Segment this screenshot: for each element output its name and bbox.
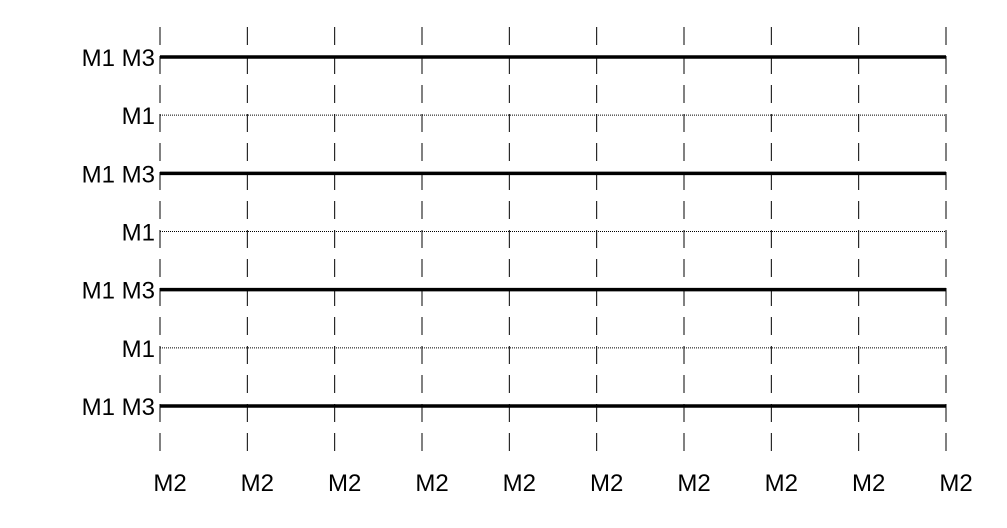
- row-label-1: M1 M3: [82, 45, 155, 72]
- column-label-1: M2: [153, 470, 186, 497]
- row-label-group: M1 M3 M1 M1 M3 M1 M1 M3 M1 M1 M3: [82, 45, 155, 421]
- column-label-9: M2: [852, 470, 885, 497]
- row-label-3: M1 M3: [82, 161, 155, 188]
- column-label-6: M2: [590, 470, 623, 497]
- row-label-6: M1: [122, 336, 155, 363]
- m1-m3-track-group: [160, 55, 946, 408]
- column-label-4: M2: [415, 470, 448, 497]
- column-label-2: M2: [241, 470, 274, 497]
- column-label-8: M2: [765, 470, 798, 497]
- m2-track-group: [159, 27, 947, 455]
- row-label-5: M1 M3: [82, 278, 155, 305]
- column-label-7: M2: [677, 470, 710, 497]
- column-label-10: M2: [939, 470, 972, 497]
- column-label-group: M2 M2 M2 M2 M2 M2 M2 M2 M2 M2: [153, 470, 972, 497]
- column-label-5: M2: [503, 470, 536, 497]
- row-label-4: M1: [122, 220, 155, 247]
- row-label-7: M1 M3: [82, 394, 155, 421]
- column-label-3: M2: [328, 470, 361, 497]
- row-label-2: M1: [122, 103, 155, 130]
